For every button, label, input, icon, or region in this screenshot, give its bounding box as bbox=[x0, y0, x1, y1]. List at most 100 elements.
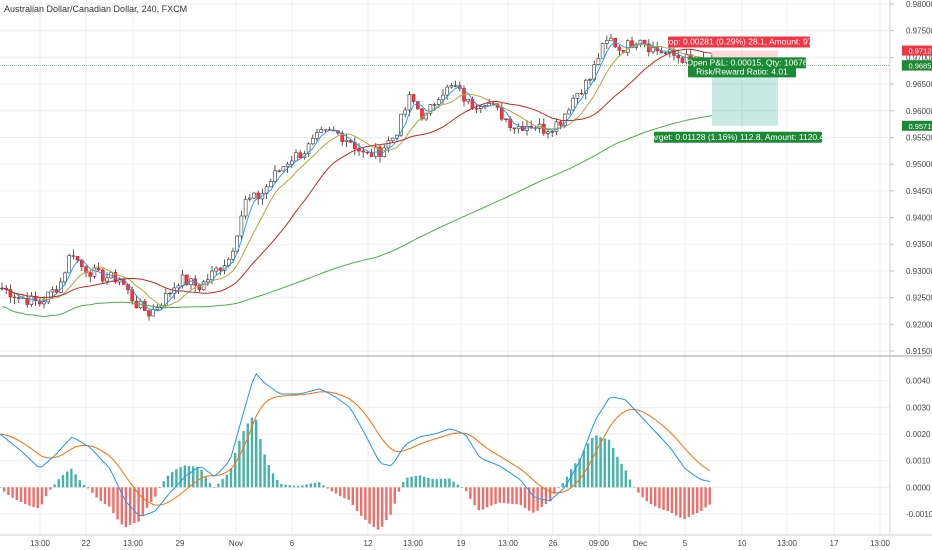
macd-histogram-bar bbox=[271, 473, 275, 488]
stop-label[interactable]: Stop: 0.00281 (0.29%) 28.1, Amount: 970 bbox=[661, 36, 818, 48]
macd-histogram-bar bbox=[557, 487, 560, 488]
macd-histogram-bar bbox=[511, 487, 514, 504]
macd-histogram-bar bbox=[372, 487, 375, 528]
macd-histogram-bar bbox=[397, 487, 401, 492]
macd-histogram-bar bbox=[246, 423, 249, 488]
macd-histogram-bar bbox=[305, 484, 308, 488]
svg-text:0.97128: 0.97128 bbox=[908, 47, 932, 56]
macd-histogram-bar bbox=[679, 487, 682, 518]
candle bbox=[239, 210, 244, 241]
macd-histogram-bar bbox=[3, 487, 6, 492]
macd-histogram-bar bbox=[288, 485, 291, 488]
macd-histogram-bar bbox=[221, 478, 224, 488]
macd-histogram-bar bbox=[528, 487, 531, 511]
macd-tick-label: 0.0030 bbox=[906, 403, 931, 412]
time-axis[interactable]: 13:00 22 13:00 29 Nov 6 12 13:00 19 13:00 26 09:00 D… bbox=[30, 539, 891, 548]
macd-histogram-bar bbox=[40, 487, 44, 505]
macd-histogram-bar bbox=[7, 487, 10, 496]
candle bbox=[164, 288, 168, 309]
macd-histogram-bar bbox=[250, 417, 254, 488]
candle bbox=[600, 42, 605, 59]
macd-tick-label: 0.0020 bbox=[906, 430, 931, 439]
macd-histogram-bar bbox=[242, 430, 245, 488]
macd-histogram-bar bbox=[641, 487, 644, 498]
candle bbox=[101, 267, 105, 284]
ma-line-sma-mid bbox=[1, 43, 712, 307]
macd-histogram-bar bbox=[187, 465, 191, 488]
macd-histogram-bar bbox=[368, 487, 371, 524]
macd-histogram-bar bbox=[624, 470, 627, 488]
risk-reward-label[interactable]: Risk/Reward Ratio: 4.01 bbox=[688, 66, 796, 78]
macd-histogram-bar bbox=[297, 485, 300, 488]
price-badge: 0.95719 bbox=[902, 120, 932, 131]
macd-histogram-bar bbox=[628, 479, 632, 488]
macd-histogram-bar bbox=[607, 439, 611, 488]
macd-histogram-bar bbox=[267, 465, 270, 488]
macd-histogram-bar bbox=[578, 458, 581, 488]
candle bbox=[67, 253, 71, 274]
macd-histogram-bar bbox=[704, 487, 707, 508]
macd-histogram-bar bbox=[45, 487, 48, 497]
macd-histogram-bar bbox=[406, 477, 409, 488]
macd-signal-line bbox=[0, 391, 711, 506]
candle bbox=[54, 285, 59, 294]
macd-line bbox=[0, 373, 710, 517]
candle bbox=[596, 52, 601, 66]
macd-histogram-bar bbox=[519, 487, 522, 506]
svg-text:Target: 0.01128 (1.16%) 112.8,: Target: 0.01128 (1.16%) 112.8, Amount: 1… bbox=[647, 132, 829, 142]
macd-histogram-bar bbox=[162, 481, 165, 488]
price-badge: 0.97128 bbox=[902, 45, 932, 56]
macd-histogram-bar bbox=[515, 487, 518, 505]
candle bbox=[12, 293, 17, 305]
time-tick-label: 17 bbox=[830, 539, 839, 548]
macd-histogram-bar bbox=[99, 487, 102, 502]
macd-histogram-bar bbox=[61, 474, 65, 488]
time-tick-label: 13:00 bbox=[498, 539, 519, 548]
macd-histogram-bar bbox=[423, 476, 426, 488]
candle bbox=[420, 107, 424, 122]
macd-histogram-bar bbox=[418, 475, 422, 488]
macd-histogram-bar bbox=[192, 466, 195, 488]
candle bbox=[588, 77, 592, 85]
macd-histogram-bar bbox=[322, 485, 325, 488]
candle bbox=[428, 103, 433, 116]
macd-histogram-bar bbox=[70, 468, 73, 488]
target-label[interactable]: Target: 0.01128 (1.16%) 112.8, Amount: 1… bbox=[647, 131, 829, 143]
candle bbox=[512, 127, 517, 134]
grid bbox=[0, 0, 890, 535]
macd-histogram-bar bbox=[708, 487, 711, 505]
time-tick-label: 6 bbox=[290, 539, 295, 548]
macd-histogram-bar bbox=[87, 487, 90, 489]
macd-histogram-bar bbox=[507, 487, 510, 504]
macd-histogram-bar bbox=[591, 437, 594, 488]
candle bbox=[340, 130, 345, 146]
time-tick-label: 09:00 bbox=[589, 539, 610, 548]
time-tick-label: 5 bbox=[683, 539, 688, 548]
macd-histogram-bar bbox=[620, 463, 623, 488]
macd-histogram-bar bbox=[11, 487, 14, 498]
macd-histogram-bar bbox=[469, 487, 472, 499]
macd-histogram-bar bbox=[103, 487, 107, 505]
time-tick-label: 13:00 bbox=[403, 539, 424, 548]
macd-histogram-bar bbox=[481, 487, 485, 510]
macd-histogram-bar bbox=[691, 487, 695, 515]
macd-histogram-bar bbox=[24, 487, 27, 505]
open-pnl-label[interactable]: Open P&L: 0.00015, Qty: 10676 bbox=[687, 57, 808, 69]
macd-histogram-bar bbox=[229, 468, 233, 488]
macd-histogram-bar bbox=[238, 440, 241, 488]
macd-histogram-bar bbox=[158, 487, 161, 489]
macd-histogram-bar bbox=[196, 466, 199, 488]
candle bbox=[37, 297, 42, 307]
candle bbox=[504, 118, 508, 123]
macd-histogram-bar bbox=[670, 487, 674, 513]
macd-histogram-bar bbox=[687, 487, 690, 517]
macd-histogram-bar bbox=[586, 443, 590, 488]
